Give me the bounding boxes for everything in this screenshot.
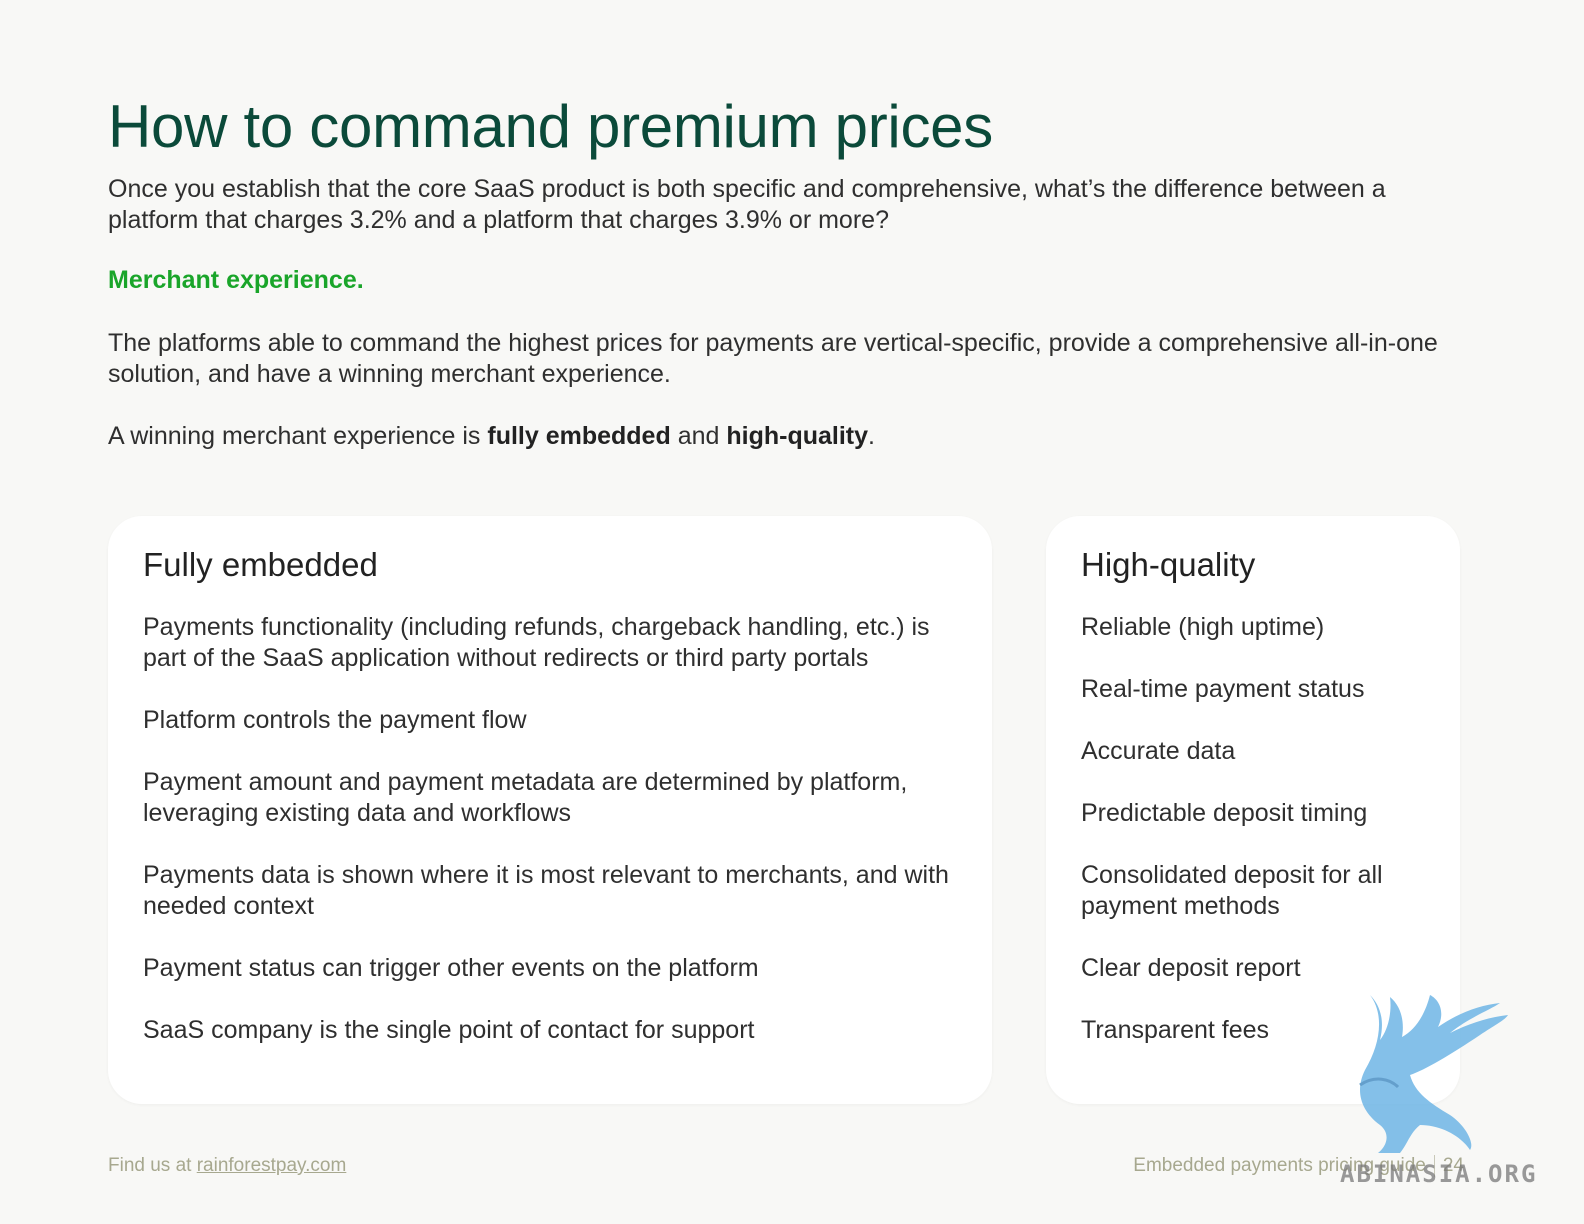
list-item: Platform controls the payment flow [143, 706, 527, 734]
winning-prefix: A winning merchant experience is [108, 422, 488, 450]
list-item: Consolidated deposit for all payment met… [1081, 861, 1383, 920]
merchant-experience-heading: Merchant experience. [108, 266, 364, 294]
page-number: 24 [1442, 1155, 1464, 1177]
winning-middle: and [670, 422, 727, 450]
watermark-text: ABINASIA.ORG [1340, 1160, 1538, 1188]
high-quality-title: High-quality [1081, 546, 1256, 583]
list-item: Predictable deposit timing [1081, 799, 1368, 827]
footer-guide: Embedded payments pricing guide 24 [1133, 1155, 1464, 1177]
intro-paragraph: Once you establish that the core SaaS pr… [108, 175, 1386, 234]
winning-suffix: . [868, 422, 875, 450]
footer-divider [1433, 1155, 1435, 1177]
fully-embedded-title: Fully embedded [143, 546, 378, 583]
fully-embedded-card: Fully embedded Payments functionality (i… [108, 516, 992, 1104]
website-link[interactable]: rainforestpay.com [196, 1155, 347, 1176]
list-item: Accurate data [1081, 737, 1236, 765]
high-quality-card: High-quality Reliable (high uptime) Real… [1046, 516, 1460, 1104]
winning-experience-paragraph: A winning merchant experience is fully e… [108, 421, 875, 452]
list-item: Transparent fees [1081, 1016, 1270, 1044]
high-quality-list: Reliable (high uptime) Real-time payment… [1081, 612, 1441, 1077]
list-item: Payment amount and payment metadata are … [143, 768, 908, 827]
list-item: Real-time payment status [1081, 675, 1365, 703]
guide-title: Embedded payments pricing guide [1133, 1155, 1426, 1177]
fully-embedded-list: Payments functionality (including refund… [143, 612, 953, 1077]
list-item: Clear deposit report [1081, 954, 1301, 982]
list-item: Payments data is shown where it is most … [143, 861, 949, 920]
list-item: Reliable (high uptime) [1081, 613, 1325, 641]
platforms-paragraph: The platforms able to command the highes… [108, 329, 1438, 388]
list-item: Payment status can trigger other events … [143, 954, 759, 982]
page-title: How to command premium prices [108, 93, 993, 160]
footer-find-prefix: Find us at [108, 1155, 197, 1176]
list-item: SaaS company is the single point of cont… [143, 1016, 755, 1044]
griffin-icon [1359, 995, 1508, 1153]
fully-embedded-bold: fully embedded [487, 422, 671, 450]
list-item: Payments functionality (including refund… [143, 613, 930, 672]
high-quality-bold: high-quality [726, 422, 869, 450]
footer-find-us: Find us at rainforestpay.com [108, 1155, 346, 1177]
